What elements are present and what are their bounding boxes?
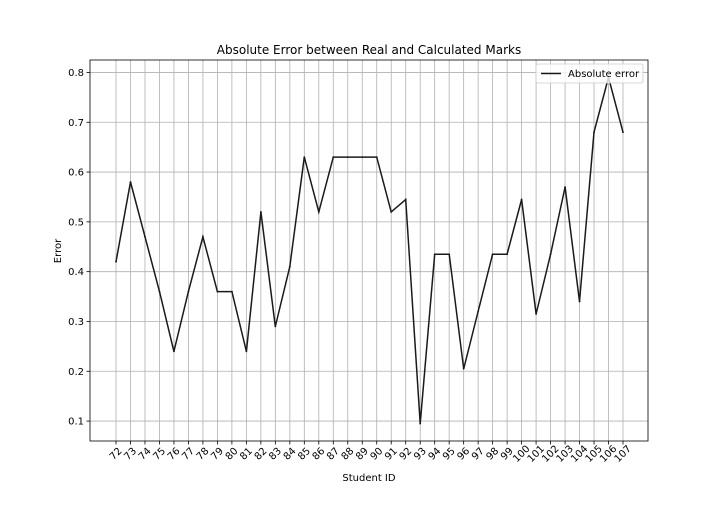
y-tick-label: 0.3 <box>68 317 84 328</box>
data-point <box>593 131 595 134</box>
y-tick-label: 0.1 <box>68 417 84 428</box>
data-point <box>216 290 219 293</box>
data-point <box>274 325 277 328</box>
data-point <box>491 253 494 256</box>
x-axis-label: Student ID <box>342 473 395 484</box>
data-point <box>332 156 335 159</box>
y-tick-label: 0.6 <box>68 168 84 179</box>
data-point <box>187 290 190 293</box>
y-axis-label: Error <box>53 238 64 263</box>
data-point <box>419 422 422 425</box>
series-line-absolute-error <box>115 74 624 424</box>
data-point <box>477 310 480 313</box>
data-point <box>506 253 509 256</box>
y-tick-label: 0.5 <box>68 217 84 228</box>
data-point <box>433 253 436 256</box>
data-point <box>361 156 364 159</box>
data-point <box>404 198 407 201</box>
data-point <box>259 211 262 213</box>
legend-box <box>535 63 644 84</box>
y-tick-label: 0.8 <box>68 68 84 79</box>
legend-label: Absolute error <box>568 69 640 80</box>
data-point <box>448 253 451 256</box>
data-point <box>158 290 161 293</box>
data-point <box>245 350 248 353</box>
data-point <box>375 156 378 159</box>
legend: Absolute error <box>535 63 644 84</box>
data-point <box>129 181 132 183</box>
data-point <box>622 131 624 134</box>
data-point <box>317 211 320 213</box>
data-point <box>535 313 537 315</box>
data-point <box>230 290 233 293</box>
x-tick-label: 107 <box>613 444 634 465</box>
y-axis: 0.1 0.2 0.3 0.4 0.5 0.6 0.7 0.8 <box>68 68 90 428</box>
grid <box>90 60 648 441</box>
y-tick-label: 0.2 <box>68 367 84 378</box>
data-point <box>173 350 175 353</box>
data-point <box>202 235 204 238</box>
y-tick-label: 0.4 <box>68 267 84 278</box>
data-point <box>346 156 349 159</box>
data-point <box>288 265 291 268</box>
data-point <box>144 235 146 238</box>
y-tick-label: 0.7 <box>68 118 84 129</box>
data-point <box>390 211 393 213</box>
data-point <box>115 260 117 263</box>
data-point <box>462 367 465 370</box>
data-point <box>578 300 581 303</box>
plot-area-frame <box>89 59 649 442</box>
data-point <box>564 186 566 188</box>
data-point <box>549 253 552 256</box>
data-point <box>520 198 523 201</box>
chart-title: Absolute Error between Real and Calculat… <box>217 43 521 57</box>
data-point <box>303 156 306 159</box>
x-axis: 7273747576777879808182838485868788899091… <box>108 441 634 465</box>
series-layer <box>115 74 624 425</box>
